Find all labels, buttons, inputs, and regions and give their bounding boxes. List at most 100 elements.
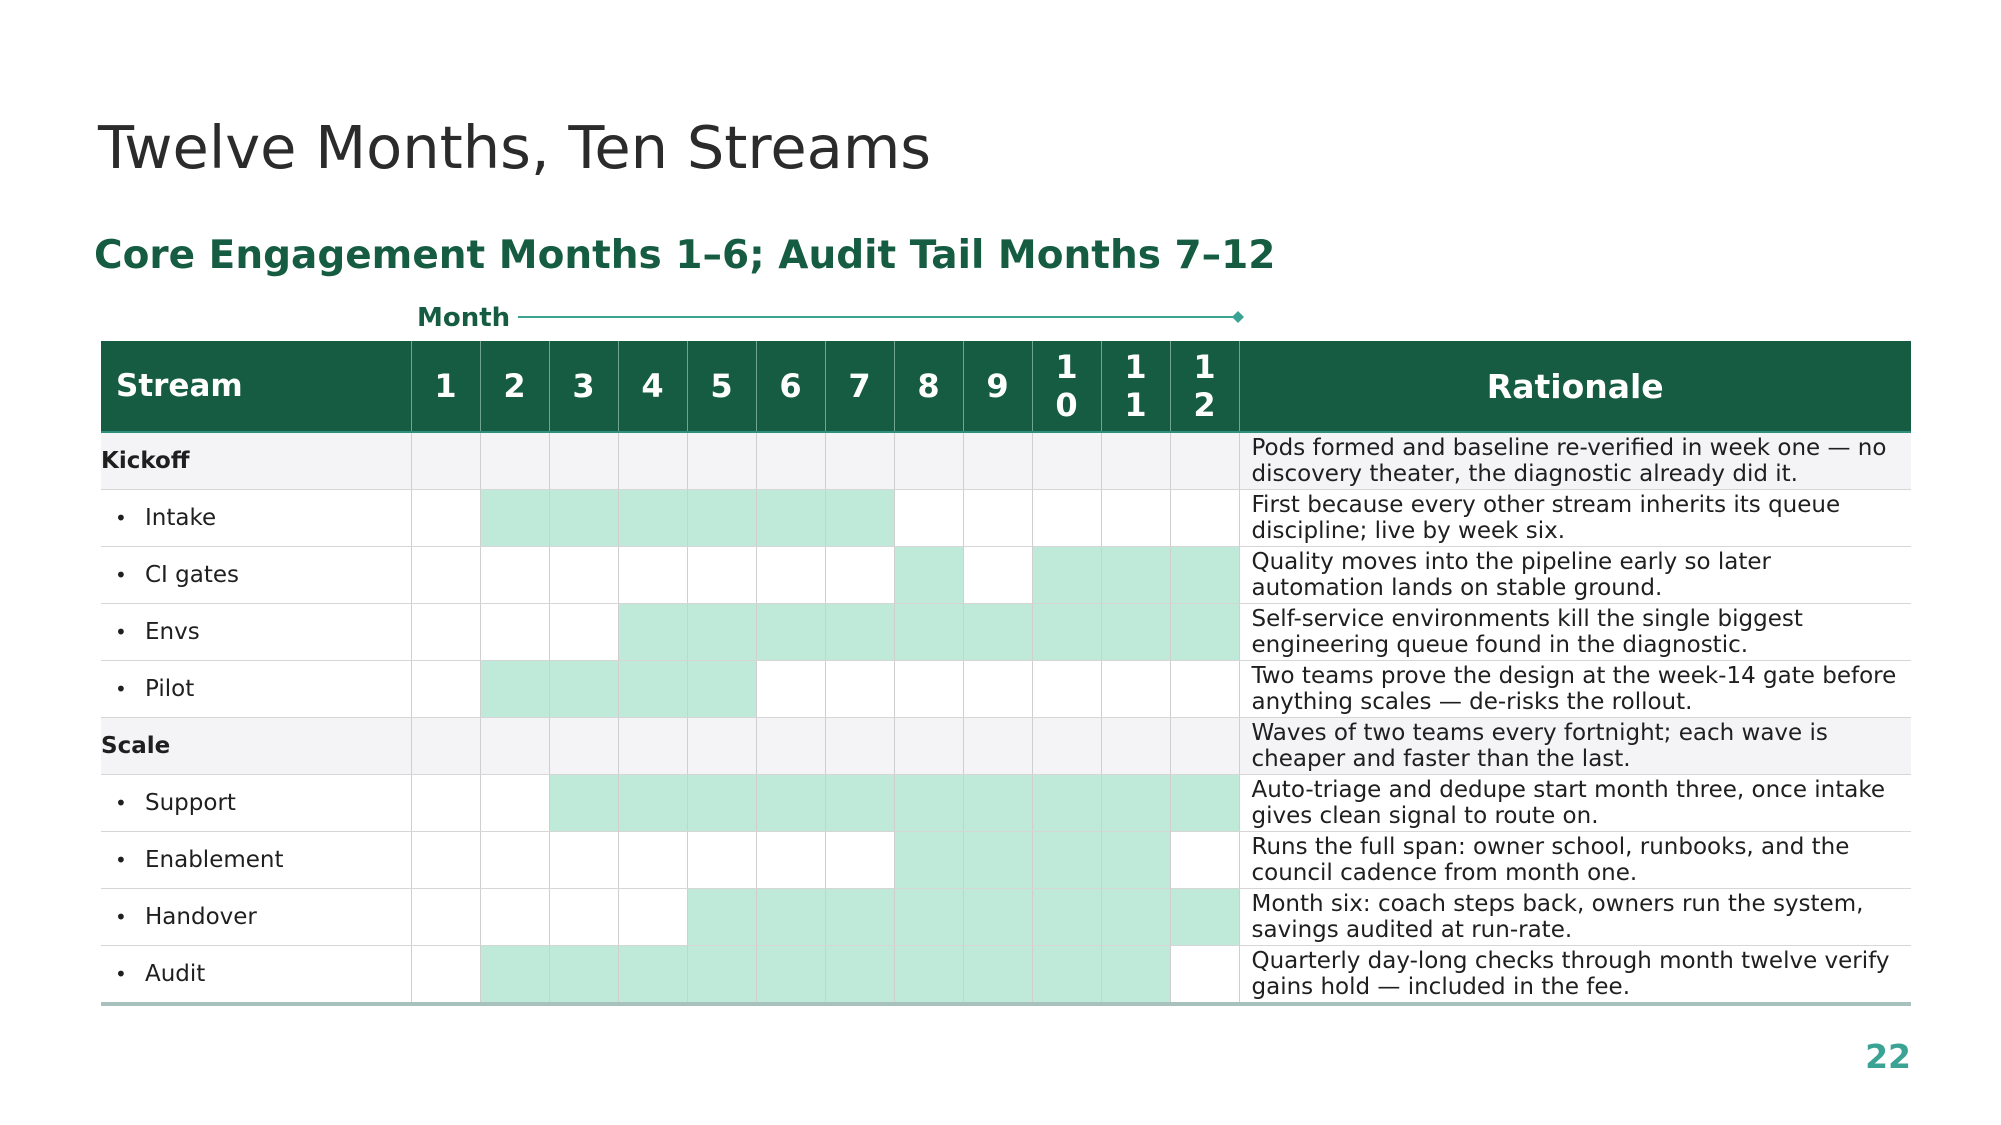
month-cell [1170, 831, 1240, 889]
month-cell [480, 774, 550, 832]
timeline-table: Stream 1 2 3 4 5 6 7 8 9 10 11 12 Rationale Kickoff P… [101, 341, 1911, 1006]
month-header-5: 5 [686, 341, 756, 433]
stream-cell: • Handover [101, 888, 412, 946]
stream-label: Intake [145, 505, 217, 531]
stream-label: Kickoff [101, 448, 190, 474]
month-cell [480, 603, 550, 661]
month-header-label: 7 [848, 367, 871, 405]
month-cell [963, 546, 1033, 604]
bullet-icon: • [115, 620, 127, 644]
month-cell [1032, 432, 1102, 490]
active-month-cell [963, 888, 1033, 946]
month-cell [1101, 660, 1171, 718]
month-header-7: 7 [824, 341, 894, 433]
active-month-cell [618, 774, 688, 832]
rationale-cell: Auto-triage and dedupe start month three… [1239, 774, 1911, 832]
month-cell [411, 660, 481, 718]
stream-cell: • Pilot [101, 660, 412, 718]
stream-label: CI gates [145, 562, 239, 588]
active-month-cell [894, 945, 964, 1006]
table-row: • Support Auto-triage and dedupe start mon… [101, 774, 1911, 832]
month-axis-arrow-icon [518, 311, 1244, 323]
bullet-icon: • [115, 563, 127, 587]
month-header-label: 1 [434, 367, 457, 405]
month-header-label: 5 [710, 367, 733, 405]
active-month-cell [894, 603, 964, 661]
month-cell [618, 717, 688, 775]
rationale-column-header: Rationale [1238, 341, 1911, 433]
table-row: • Audit Quarterly day-long checks through … [101, 945, 1911, 1006]
active-month-cell [756, 774, 826, 832]
month-cell [1032, 660, 1102, 718]
active-month-cell [1170, 774, 1240, 832]
stream-label: Pilot [145, 676, 195, 702]
month-cell [687, 717, 757, 775]
active-month-cell [1101, 888, 1171, 946]
month-cell [411, 831, 481, 889]
section-row: Kickoff Pods formed and baseline re-verif… [101, 432, 1911, 490]
stream-cell: • CI gates [101, 546, 412, 604]
month-cell [549, 546, 619, 604]
month-cell [618, 831, 688, 889]
active-month-cell [549, 660, 619, 718]
active-month-cell [618, 489, 688, 547]
table-row: • Pilot Two teams prove the design at the … [101, 660, 1911, 718]
month-cell [756, 717, 826, 775]
active-month-cell [1101, 603, 1171, 661]
month-cell [1170, 432, 1240, 490]
table-row: • Enablement Runs the full span: owner sch… [101, 831, 1911, 889]
month-cell [963, 489, 1033, 547]
active-month-cell [1170, 603, 1240, 661]
active-month-cell [1101, 546, 1171, 604]
active-month-cell [549, 774, 619, 832]
stream-label: Enablement [145, 847, 284, 873]
month-cell [825, 432, 895, 490]
active-month-cell [1032, 603, 1102, 661]
stream-column-header: Stream [101, 341, 411, 433]
month-cell [480, 432, 550, 490]
rationale-cell: Runs the full span: owner school, runboo… [1239, 831, 1911, 889]
month-cell [1170, 660, 1240, 718]
active-month-cell [1170, 888, 1240, 946]
month-cell [894, 717, 964, 775]
rationale-cell: Month six: coach steps back, owners run … [1239, 888, 1911, 946]
rationale-cell: Quarterly day-long checks through month … [1239, 945, 1911, 1006]
active-month-cell [687, 945, 757, 1006]
month-header-label: 10 [1055, 348, 1078, 424]
active-month-cell [963, 945, 1033, 1006]
month-cell [411, 774, 481, 832]
bullet-icon: • [115, 962, 127, 986]
active-month-cell [825, 774, 895, 832]
stream-cell: • Enablement [101, 831, 412, 889]
month-axis-label: Month [417, 303, 511, 333]
month-cell [1170, 489, 1240, 547]
month-cell [1101, 717, 1171, 775]
month-header-label: 2 [503, 367, 526, 405]
bullet-icon: • [115, 677, 127, 701]
month-cell [549, 831, 619, 889]
month-cell [1101, 489, 1171, 547]
active-month-cell [687, 489, 757, 547]
month-header-label: 6 [779, 367, 802, 405]
month-cell [549, 432, 619, 490]
active-month-cell [549, 489, 619, 547]
month-cell [894, 432, 964, 490]
active-month-cell [825, 888, 895, 946]
active-month-cell [825, 603, 895, 661]
active-month-cell [618, 945, 688, 1006]
active-month-cell [756, 945, 826, 1006]
active-month-cell [963, 603, 1033, 661]
month-cell [756, 831, 826, 889]
rationale-cell: First because every other stream inherit… [1239, 489, 1911, 547]
table-row: • Envs Self-service environments kill the … [101, 603, 1911, 661]
active-month-cell [756, 603, 826, 661]
month-cell [549, 603, 619, 661]
stream-cell: • Audit [101, 945, 412, 1006]
month-cell [411, 489, 481, 547]
active-month-cell [687, 774, 757, 832]
page-number: 22 [1865, 1037, 1911, 1076]
month-cell [411, 717, 481, 775]
active-month-cell [687, 660, 757, 718]
month-cell [411, 432, 481, 490]
month-header-label: 8 [917, 367, 940, 405]
